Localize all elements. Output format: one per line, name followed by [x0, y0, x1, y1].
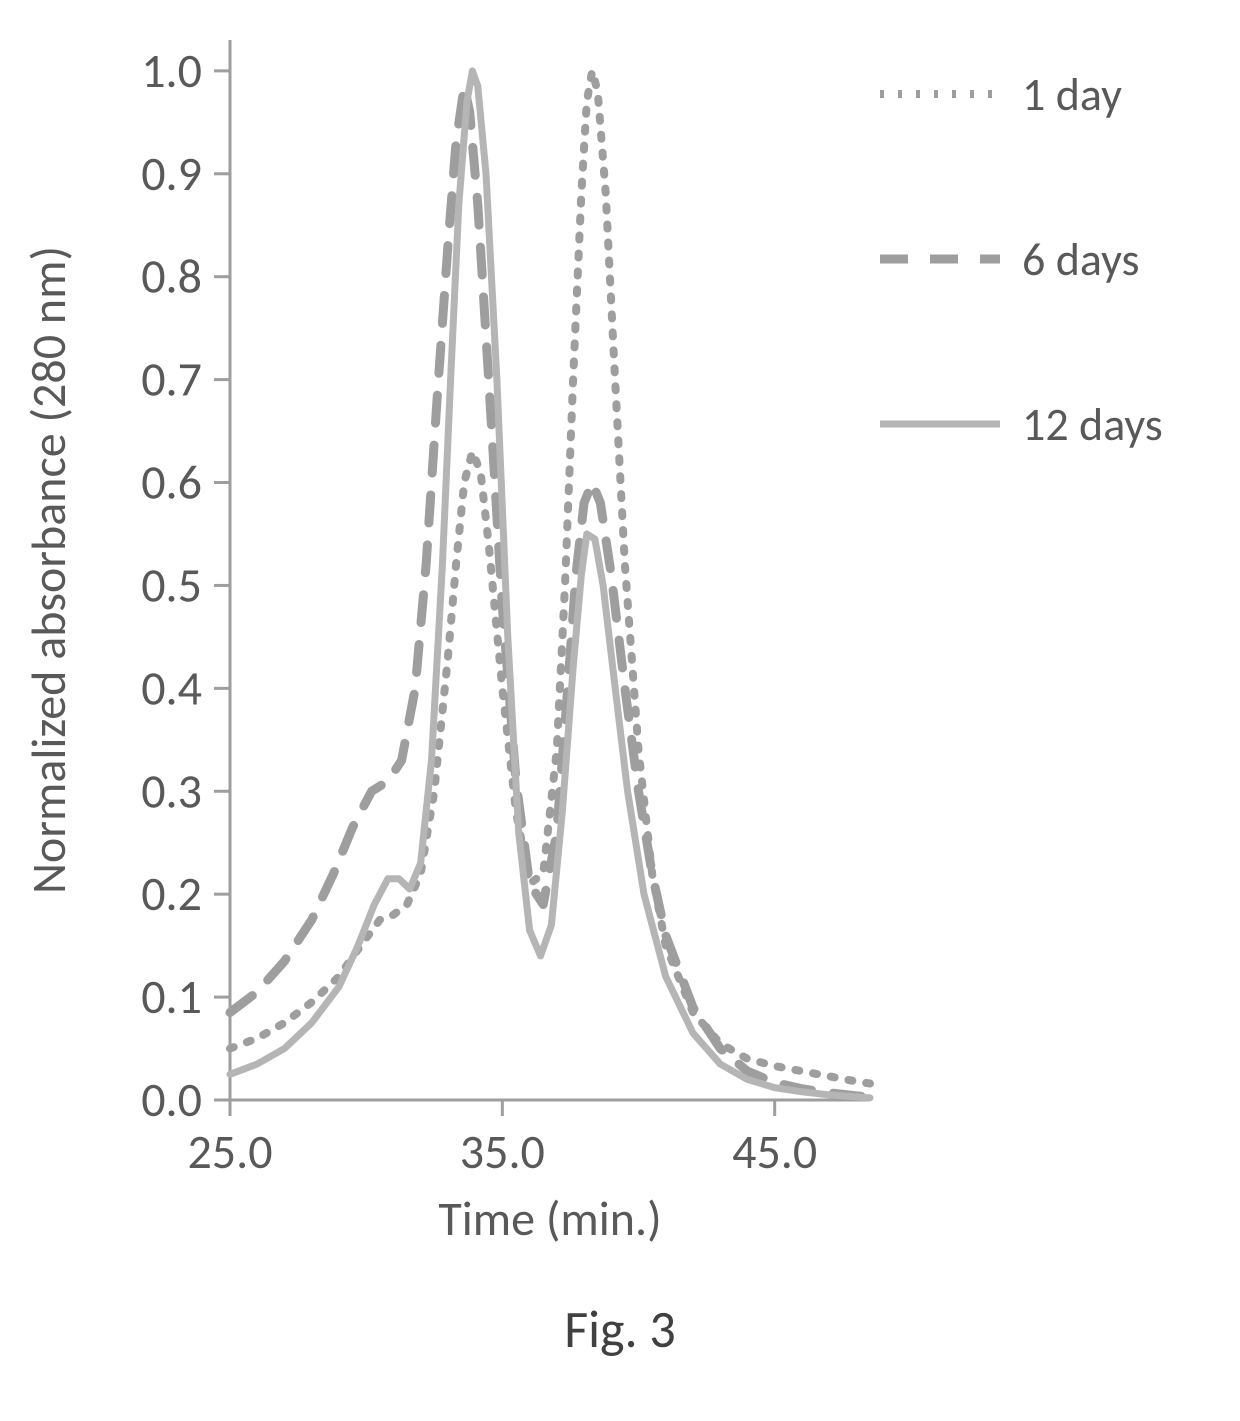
legend-label: 6 days — [1022, 232, 1139, 288]
y-tick-label: 0.5 — [141, 555, 202, 614]
x-tick-label: 35.0 — [460, 1122, 545, 1181]
x-tick-label: 45.0 — [732, 1122, 817, 1181]
legend-label: 1 day — [1022, 67, 1122, 123]
x-axis-label: Time (min.) — [438, 1189, 661, 1248]
y-tick-label: 1.0 — [141, 41, 202, 100]
y-tick-label: 0.8 — [141, 247, 202, 306]
y-tick-label: 0.9 — [141, 144, 202, 203]
figure-container: 25.0 35.0 45.0 0.0 0.1 0.2 0.3 0.4 0.5 0.6 0.7 0.8 0… — [0, 0, 1240, 1421]
chromatogram-chart: 25.0 35.0 45.0 0.0 0.1 0.2 0.3 0.4 0.5 0.6 0.7 0.8 0… — [0, 0, 1240, 1421]
y-tick-label: 0.0 — [141, 1070, 202, 1129]
x-tick-label: 25.0 — [187, 1122, 272, 1181]
y-tick-label: 0.1 — [141, 967, 202, 1026]
y-tick-label: 0.6 — [141, 453, 202, 512]
legend-label: 12 days — [1022, 397, 1163, 453]
figure-caption: Fig. 3 — [0, 1297, 1240, 1361]
series-s2 — [230, 86, 870, 1097]
y-tick-label: 0.2 — [141, 864, 202, 923]
series-s3 — [230, 71, 870, 1098]
y-axis-label: Normalized absorbance (280 nm) — [19, 246, 78, 894]
y-tick-label: 0.4 — [141, 658, 202, 717]
y-tick-label: 0.7 — [141, 350, 202, 409]
y-tick-label: 0.3 — [141, 761, 202, 820]
